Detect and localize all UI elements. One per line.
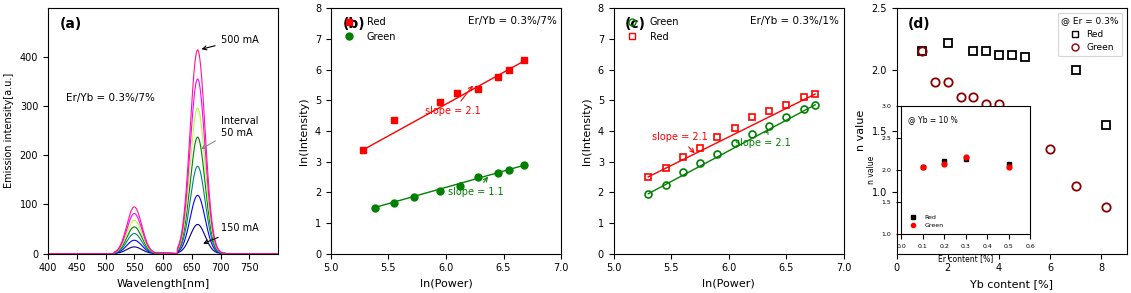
Text: Interval
50 mA: Interval 50 mA	[202, 116, 258, 149]
Text: slope = 2.1: slope = 2.1	[651, 132, 708, 152]
X-axis label: Wavelength[nm]: Wavelength[nm]	[116, 279, 209, 289]
Text: (d): (d)	[908, 17, 931, 31]
Text: Er/Yb = 0.3%/7%: Er/Yb = 0.3%/7%	[67, 93, 155, 103]
Text: slope = 2.1: slope = 2.1	[425, 86, 481, 116]
Text: slope = 1.1: slope = 1.1	[448, 178, 504, 197]
Legend: Red, Green: Red, Green	[336, 13, 400, 46]
Legend: Red, Green: Red, Green	[1057, 13, 1122, 56]
X-axis label: Yb content [%]: Yb content [%]	[970, 279, 1053, 289]
Text: (a): (a)	[60, 17, 81, 31]
Text: Er/Yb = 0.3%/7%: Er/Yb = 0.3%/7%	[467, 16, 556, 25]
Y-axis label: ln(Intensity): ln(Intensity)	[582, 97, 593, 165]
Y-axis label: n value: n value	[856, 110, 866, 151]
Text: (c): (c)	[625, 17, 646, 31]
Text: 500 mA: 500 mA	[202, 35, 258, 50]
Text: slope = 2.1: slope = 2.1	[735, 130, 791, 148]
Text: Er/Yb = 0.3%/1%: Er/Yb = 0.3%/1%	[751, 16, 839, 25]
Legend: Green, Red: Green, Red	[619, 13, 683, 46]
X-axis label: ln(Power): ln(Power)	[420, 279, 473, 289]
Y-axis label: Emission intensity[a.u.]: Emission intensity[a.u.]	[5, 73, 15, 188]
Text: 150 mA: 150 mA	[205, 224, 258, 243]
Text: (b): (b)	[343, 17, 365, 31]
X-axis label: ln(Power): ln(Power)	[702, 279, 756, 289]
Y-axis label: ln(Intensity): ln(Intensity)	[300, 97, 309, 165]
